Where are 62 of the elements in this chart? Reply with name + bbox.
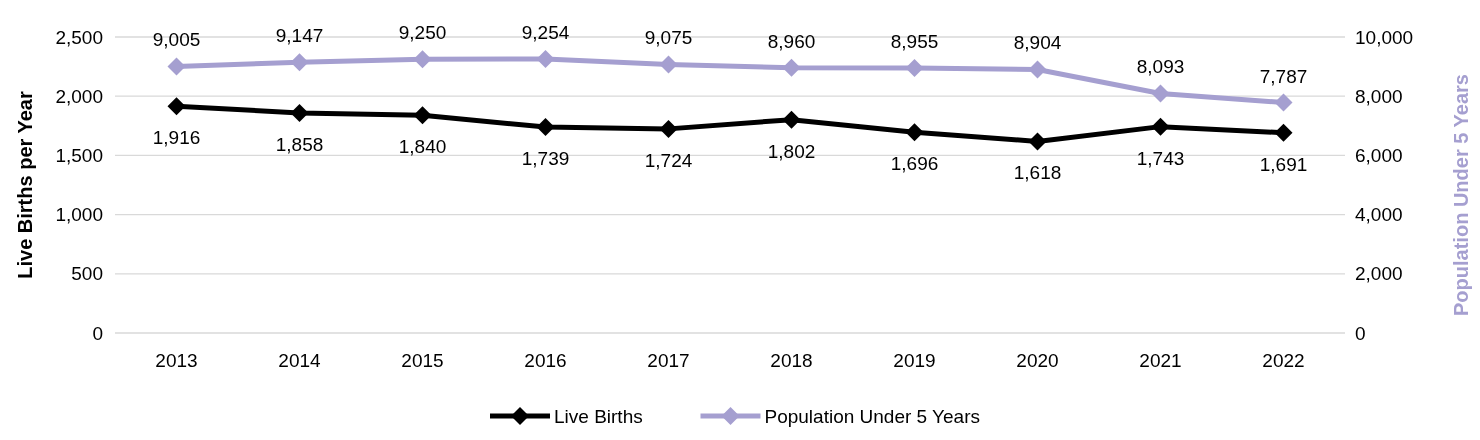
y2-tick-label: 2,000 (1355, 263, 1403, 285)
point (536, 50, 555, 69)
data-label: 1,618 (1013, 162, 1062, 184)
y-axis-title: Live Births per Year (14, 91, 36, 279)
data-label: 8,904 (1013, 32, 1062, 54)
point (659, 119, 678, 138)
point (167, 97, 186, 116)
y-tick-label: 500 (71, 263, 103, 285)
data-label: 1,802 (767, 140, 816, 162)
y2-tick-label: 10,000 (1355, 26, 1414, 48)
x-tick-label: 2016 (524, 350, 567, 371)
point (782, 110, 801, 129)
data-label: 8,960 (767, 30, 816, 52)
point (1151, 117, 1170, 136)
x-tick-label: 2014 (278, 350, 322, 371)
data-label: 1,696 (890, 153, 939, 175)
legend-label: Population Under 5 Years (764, 405, 980, 427)
y-tick-label: 2,000 (55, 85, 103, 107)
y-tick-label: 1,000 (55, 204, 103, 226)
data-label: 7,787 (1259, 65, 1308, 87)
x-tick-label: 2013 (155, 350, 198, 371)
point (1274, 93, 1293, 112)
y2-tick-label: 8,000 (1355, 85, 1403, 107)
data-label: 9,147 (275, 25, 324, 47)
x-tick-label: 2015 (401, 350, 444, 371)
data-label: 9,254 (521, 22, 570, 44)
y-tick-label: 2,500 (55, 26, 103, 48)
point (905, 58, 924, 77)
x-tick-label: 2018 (770, 350, 813, 371)
data-label: 1,916 (152, 127, 201, 149)
point (1274, 123, 1293, 142)
data-label: 1,691 (1259, 153, 1308, 175)
y2-tick-label: 4,000 (1355, 204, 1403, 226)
point (413, 106, 432, 125)
point (167, 57, 186, 76)
data-label: 1,724 (644, 149, 693, 171)
y2-axis-title: Population Under 5 Years (1450, 74, 1472, 316)
data-label: 1,739 (521, 148, 570, 170)
x-tick-label: 2020 (1016, 350, 1059, 371)
y2-tick-label: 0 (1355, 322, 1366, 344)
data-label: 8,093 (1136, 56, 1185, 78)
point (536, 118, 555, 137)
x-tick-label: 2019 (893, 350, 936, 371)
y2-tick-label: 6,000 (1355, 145, 1403, 167)
point (659, 55, 678, 74)
legend-label: Live Births (554, 405, 643, 427)
y-tick-label: 0 (92, 322, 103, 344)
data-label: 9,250 (398, 22, 447, 44)
point (1151, 84, 1170, 103)
data-label: 1,743 (1136, 147, 1185, 169)
x-tick-label: 2017 (647, 350, 690, 371)
x-tick-label: 2021 (1139, 350, 1182, 371)
point (905, 123, 924, 142)
point (290, 104, 309, 123)
data-label: 8,955 (890, 30, 939, 52)
data-label: 9,075 (644, 27, 693, 49)
data-label: 9,005 (152, 29, 201, 51)
y-tick-label: 1,500 (55, 145, 103, 167)
data-label: 1,858 (275, 134, 324, 156)
data-label: 1,840 (398, 136, 447, 158)
x-tick-label: 2022 (1262, 350, 1305, 371)
point (1028, 132, 1047, 151)
